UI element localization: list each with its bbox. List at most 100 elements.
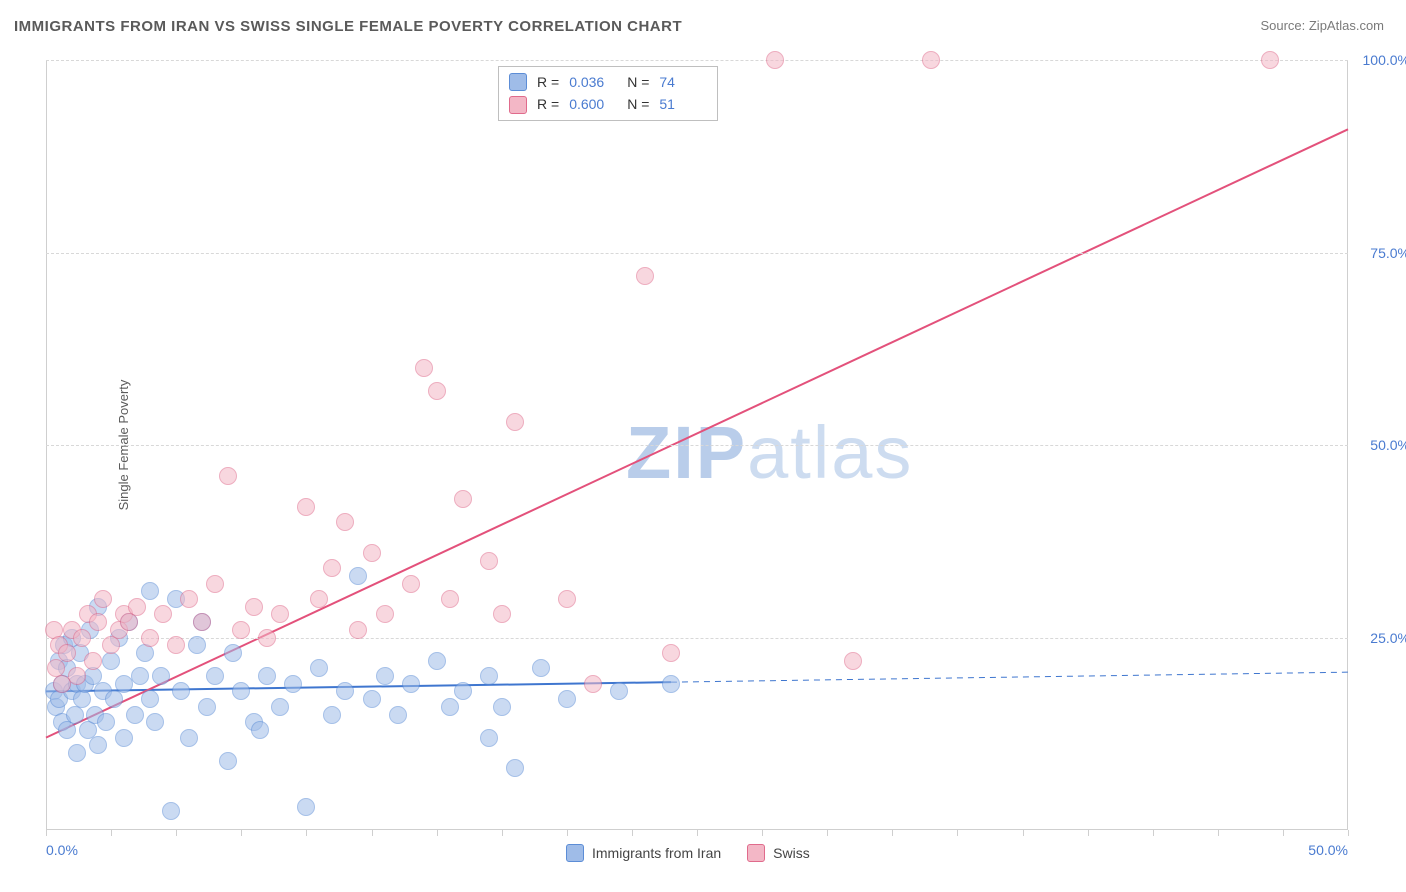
scatter-point bbox=[232, 682, 250, 700]
scatter-point bbox=[271, 605, 289, 623]
scatter-point bbox=[376, 667, 394, 685]
legend-item-label: Immigrants from Iran bbox=[592, 845, 721, 861]
scatter-point bbox=[66, 706, 84, 724]
scatter-point bbox=[84, 652, 102, 670]
scatter-point bbox=[493, 605, 511, 623]
legend-r-value: 0.036 bbox=[569, 71, 617, 93]
scatter-point bbox=[102, 636, 120, 654]
scatter-point bbox=[662, 644, 680, 662]
scatter-point bbox=[188, 636, 206, 654]
scatter-point bbox=[922, 51, 940, 69]
scatter-point bbox=[73, 690, 91, 708]
scatter-point bbox=[94, 590, 112, 608]
legend-item-label: Swiss bbox=[773, 845, 810, 861]
chart-area: Single Female Poverty ZIPatlas R =0.036N… bbox=[46, 60, 1348, 830]
x-tick-mark bbox=[1218, 830, 1219, 836]
scatter-point bbox=[58, 721, 76, 739]
legend-correlation-box: R =0.036N =74R =0.600N =51 bbox=[498, 66, 718, 121]
scatter-point bbox=[198, 698, 216, 716]
legend-item: Immigrants from Iran bbox=[566, 844, 721, 862]
x-tick-mark bbox=[957, 830, 958, 836]
scatter-point bbox=[245, 598, 263, 616]
scatter-point bbox=[58, 644, 76, 662]
scatter-point bbox=[206, 575, 224, 593]
scatter-point bbox=[1261, 51, 1279, 69]
scatter-point bbox=[297, 798, 315, 816]
x-tick-mark bbox=[827, 830, 828, 836]
x-tick-mark bbox=[372, 830, 373, 836]
scatter-point bbox=[323, 559, 341, 577]
scatter-point bbox=[136, 644, 154, 662]
x-tick-mark bbox=[697, 830, 698, 836]
legend-n-label: N = bbox=[627, 71, 649, 93]
scatter-point bbox=[128, 598, 146, 616]
source-attribution: Source: ZipAtlas.com bbox=[1260, 18, 1384, 33]
legend-correlation-row: R =0.036N =74 bbox=[509, 71, 707, 93]
scatter-point bbox=[224, 644, 242, 662]
legend-n-label: N = bbox=[627, 93, 649, 115]
scatter-point bbox=[480, 667, 498, 685]
scatter-point bbox=[89, 736, 107, 754]
grid-line bbox=[46, 445, 1348, 446]
grid-line bbox=[46, 60, 1348, 61]
x-tick-mark bbox=[567, 830, 568, 836]
scatter-point bbox=[610, 682, 628, 700]
scatter-point bbox=[428, 652, 446, 670]
scatter-point bbox=[310, 659, 328, 677]
x-tick-mark bbox=[176, 830, 177, 836]
legend-r-label: R = bbox=[537, 93, 559, 115]
scatter-point bbox=[389, 706, 407, 724]
y-tick-label: 25.0% bbox=[1370, 630, 1406, 646]
chart-title: IMMIGRANTS FROM IRAN VS SWISS SINGLE FEM… bbox=[14, 18, 682, 35]
scatter-point bbox=[105, 690, 123, 708]
scatter-point bbox=[172, 682, 190, 700]
y-tick-label: 75.0% bbox=[1370, 245, 1406, 261]
scatter-point bbox=[454, 682, 472, 700]
scatter-point bbox=[162, 802, 180, 820]
scatter-point bbox=[154, 605, 172, 623]
scatter-point bbox=[141, 582, 159, 600]
x-tick-mark bbox=[46, 830, 47, 836]
scatter-point bbox=[766, 51, 784, 69]
x-tick-mark bbox=[1023, 830, 1024, 836]
y-tick-label: 100.0% bbox=[1363, 52, 1406, 68]
scatter-point bbox=[415, 359, 433, 377]
x-tick-mark bbox=[241, 830, 242, 836]
scatter-point bbox=[193, 613, 211, 631]
scatter-point bbox=[271, 698, 289, 716]
scatter-point bbox=[219, 467, 237, 485]
legend-swatch bbox=[509, 73, 527, 91]
scatter-point bbox=[454, 490, 472, 508]
scatter-point bbox=[336, 682, 354, 700]
scatter-point bbox=[349, 567, 367, 585]
legend-series: Immigrants from Iran Swiss bbox=[566, 844, 810, 862]
x-tick-mark bbox=[1283, 830, 1284, 836]
x-tick-mark bbox=[111, 830, 112, 836]
trend-line bbox=[46, 129, 1348, 737]
y-tick-label: 50.0% bbox=[1370, 437, 1406, 453]
scatter-point bbox=[97, 713, 115, 731]
scatter-point bbox=[662, 675, 680, 693]
scatter-point bbox=[152, 667, 170, 685]
scatter-point bbox=[506, 759, 524, 777]
x-tick-mark bbox=[1088, 830, 1089, 836]
legend-r-value: 0.600 bbox=[569, 93, 617, 115]
scatter-point bbox=[258, 629, 276, 647]
scatter-point bbox=[480, 729, 498, 747]
scatter-point bbox=[441, 698, 459, 716]
scatter-point bbox=[297, 498, 315, 516]
x-tick-mark bbox=[1348, 830, 1349, 836]
scatter-point bbox=[428, 382, 446, 400]
x-tick-mark bbox=[762, 830, 763, 836]
scatter-point bbox=[206, 667, 224, 685]
legend-r-label: R = bbox=[537, 71, 559, 93]
scatter-point bbox=[376, 605, 394, 623]
scatter-point bbox=[310, 590, 328, 608]
scatter-point bbox=[493, 698, 511, 716]
scatter-point bbox=[284, 675, 302, 693]
scatter-point bbox=[68, 744, 86, 762]
scatter-point bbox=[167, 636, 185, 654]
scatter-point bbox=[232, 621, 250, 639]
scatter-point bbox=[349, 621, 367, 639]
x-tick-mark bbox=[306, 830, 307, 836]
